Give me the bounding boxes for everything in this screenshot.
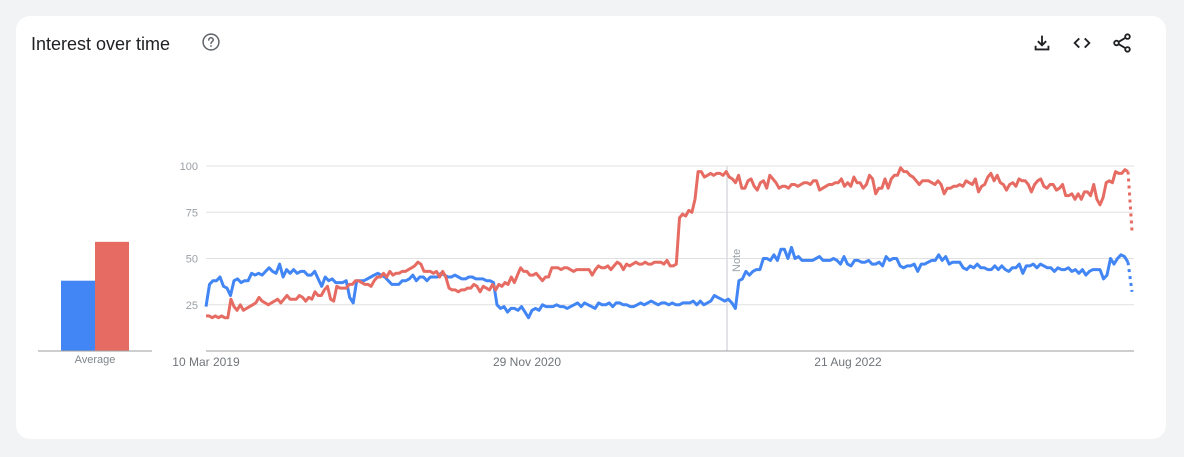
card-title: Interest over time — [31, 34, 171, 54]
average-bar[interactable] — [61, 280, 95, 351]
svg-text:29 Nov 2020: 29 Nov 2020 — [493, 355, 561, 369]
series-line[interactable] — [204, 245, 1130, 320]
svg-text:50: 50 — [186, 254, 198, 266]
note-label[interactable]: Note — [731, 249, 743, 272]
series-line[interactable] — [206, 166, 1129, 320]
share-icon[interactable] — [1111, 32, 1133, 54]
svg-text:10 Mar 2019: 10 Mar 2019 — [172, 355, 240, 369]
svg-text:75: 75 — [186, 207, 198, 219]
help-circle-icon[interactable] — [201, 32, 221, 52]
partial-data-segment — [1126, 171, 1134, 231]
svg-text:21 Aug 2022: 21 Aug 2022 — [814, 355, 882, 369]
partial-data-segment — [1126, 261, 1134, 293]
average-bar-chart — [38, 241, 152, 352]
interest-over-time-card — [16, 16, 1166, 439]
download-icon[interactable] — [1031, 32, 1053, 54]
average-bar[interactable] — [95, 241, 129, 351]
svg-text:25: 25 — [186, 300, 198, 312]
embed-icon[interactable] — [1071, 32, 1093, 54]
svg-text:100: 100 — [180, 161, 198, 173]
average-label: Average — [74, 354, 116, 366]
